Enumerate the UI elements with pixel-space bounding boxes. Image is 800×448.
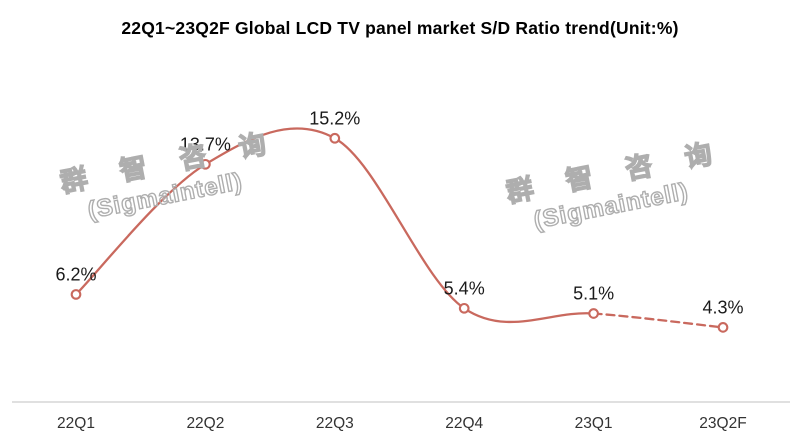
series-line-forecast-dashed bbox=[592, 312, 725, 329]
x-axis-label-22Q2: 22Q2 bbox=[186, 415, 224, 432]
data-label-22Q2: 13.7% bbox=[180, 134, 231, 154]
data-label-23Q2F: 4.3% bbox=[702, 297, 743, 317]
data-point-22Q1 bbox=[70, 289, 82, 300]
data-label-22Q4: 5.4% bbox=[444, 278, 485, 298]
series-line-solid bbox=[74, 127, 595, 324]
x-axis-label-23Q1: 23Q1 bbox=[575, 415, 613, 432]
x-axis-label-23Q2F: 23Q2F bbox=[699, 415, 746, 432]
data-point-22Q2 bbox=[200, 158, 211, 170]
x-axis-label-22Q4: 22Q4 bbox=[445, 415, 483, 432]
data-point-22Q4 bbox=[458, 302, 470, 314]
data-label-22Q1: 6.2% bbox=[55, 264, 96, 284]
data-label-22Q3: 15.2% bbox=[309, 108, 360, 128]
data-label-23Q1: 5.1% bbox=[573, 284, 614, 304]
x-axis-label-22Q3: 22Q3 bbox=[316, 415, 354, 432]
data-point-23Q1 bbox=[588, 308, 599, 319]
data-point-23Q2F bbox=[717, 322, 729, 333]
data-point-22Q3 bbox=[329, 132, 341, 144]
x-axis-label-22Q1: 22Q1 bbox=[57, 415, 95, 432]
chart-title: 22Q1~23Q2F Global LCD TV panel market S/… bbox=[121, 18, 679, 38]
